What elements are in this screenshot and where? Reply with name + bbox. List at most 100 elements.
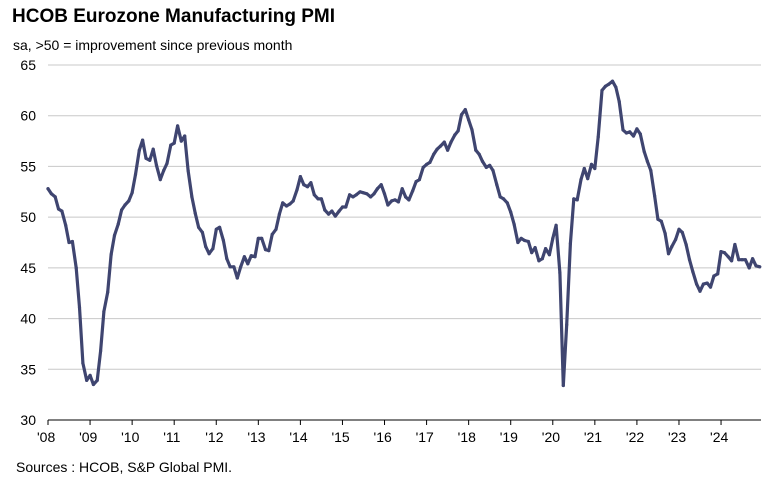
- data-point: [446, 148, 450, 152]
- data-point: [586, 177, 590, 181]
- data-point: [218, 225, 222, 229]
- data-point: [705, 281, 709, 285]
- data-point: [333, 214, 337, 218]
- data-point: [589, 162, 594, 166]
- data-point: [77, 305, 82, 309]
- data-point: [70, 239, 74, 244]
- data-point: [726, 255, 730, 259]
- data-point: [737, 258, 741, 262]
- data-point: [404, 195, 408, 199]
- data-point: [141, 138, 145, 142]
- data-point: [540, 257, 544, 261]
- data-point: [309, 181, 313, 185]
- data-point: [106, 290, 110, 294]
- data-point: [582, 166, 586, 171]
- data-point: [154, 163, 159, 167]
- data-point: [116, 222, 120, 226]
- data-point: [579, 178, 583, 182]
- data-point: [719, 250, 723, 254]
- data-point: [204, 245, 208, 249]
- data-point: [421, 165, 425, 169]
- data-point: [628, 130, 632, 134]
- data-point: [530, 251, 534, 255]
- data-point: [477, 152, 481, 156]
- data-point: [186, 168, 190, 173]
- data-point: [572, 197, 576, 201]
- data-point: [242, 255, 246, 259]
- data-point: [459, 113, 464, 117]
- x-tick-label: '15: [331, 429, 349, 445]
- data-point: [137, 148, 141, 152]
- data-point: [193, 211, 197, 215]
- data-point: [666, 252, 671, 256]
- data-point: [730, 259, 734, 263]
- data-point: [225, 257, 229, 261]
- data-point: [708, 285, 713, 289]
- data-point: [600, 88, 604, 92]
- data-point: [554, 223, 558, 227]
- data-point: [516, 240, 520, 245]
- data-point: [172, 141, 176, 145]
- data-point: [133, 172, 138, 177]
- data-point: [565, 323, 569, 327]
- data-point: [411, 189, 415, 193]
- data-point: [235, 276, 239, 280]
- data-point: [340, 205, 345, 209]
- x-tick-label: '23: [668, 429, 686, 445]
- data-point: [722, 251, 727, 255]
- data-point: [449, 140, 453, 144]
- y-tick-label: 65: [20, 57, 36, 73]
- data-point: [533, 246, 537, 250]
- data-point: [369, 195, 373, 199]
- x-tick-label: '10: [121, 429, 139, 445]
- data-point: [474, 148, 478, 152]
- series-data-points: [46, 79, 762, 388]
- data-point: [432, 152, 436, 156]
- data-point: [102, 309, 106, 314]
- data-point: [607, 82, 611, 86]
- data-point: [400, 187, 404, 191]
- data-point: [327, 212, 331, 216]
- data-point: [274, 227, 278, 231]
- data-point: [656, 217, 660, 221]
- data-point: [621, 128, 625, 132]
- data-point: [64, 223, 68, 227]
- x-tick-label: '24: [710, 429, 728, 445]
- data-point: [270, 232, 274, 236]
- data-point: [256, 236, 260, 240]
- data-point: [95, 378, 99, 382]
- data-point: [467, 118, 471, 122]
- data-point: [758, 265, 762, 269]
- data-point: [751, 257, 755, 261]
- data-point: [480, 159, 485, 163]
- data-point: [197, 225, 201, 229]
- data-point: [151, 147, 155, 151]
- data-point: [438, 144, 443, 148]
- data-point: [484, 165, 488, 169]
- data-point: [148, 158, 152, 162]
- data-point: [687, 258, 692, 262]
- data-point: [428, 160, 432, 164]
- data-point: [246, 262, 250, 266]
- x-tick-label: '13: [247, 429, 265, 445]
- data-point: [698, 289, 702, 293]
- data-point: [162, 168, 166, 173]
- data-point: [677, 227, 681, 231]
- data-point: [323, 208, 327, 212]
- data-point: [456, 129, 460, 133]
- data-point: [253, 255, 257, 259]
- data-point: [123, 203, 127, 207]
- data-point: [417, 178, 421, 182]
- data-point: [190, 195, 194, 199]
- data-point: [337, 209, 341, 213]
- data-point: [396, 200, 400, 204]
- data-point: [470, 128, 474, 132]
- chart-subtitle: sa, >50 = improvement since previous mon…: [13, 37, 293, 53]
- data-point: [716, 272, 720, 276]
- data-point: [379, 183, 383, 187]
- data-point: [112, 233, 117, 237]
- data-point: [179, 139, 183, 143]
- chart-source-note: Sources : HCOB, S&P Global PMI.: [16, 459, 233, 475]
- y-tick-label: 60: [20, 108, 36, 124]
- data-point: [158, 178, 162, 182]
